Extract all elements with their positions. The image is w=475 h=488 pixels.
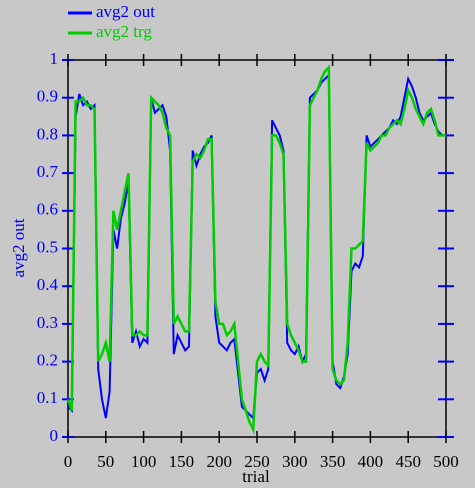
y-tick-label: 1	[50, 49, 59, 68]
y-tick-label: 0.2	[37, 351, 58, 370]
x-tick-label: 150	[169, 452, 195, 471]
x-tick-label: 300	[282, 452, 308, 471]
y-tick-label: 0.1	[37, 388, 58, 407]
y-tick-label: 0.3	[37, 313, 58, 332]
legend-label: avg2 out	[96, 2, 155, 21]
y-tick-label: 0.4	[37, 275, 59, 294]
y-tick-label: 0.9	[37, 87, 58, 106]
x-tick-label: 500	[433, 452, 459, 471]
y-axis-label: avg2 out	[9, 218, 28, 277]
x-tick-label: 100	[131, 452, 157, 471]
x-tick-label: 450	[395, 452, 421, 471]
legend-label: avg2 trg	[96, 22, 152, 41]
x-axis-label: trial	[242, 467, 270, 486]
x-tick-label: 50	[97, 452, 114, 471]
x-tick-label: 350	[320, 452, 346, 471]
series-line	[66, 64, 446, 435]
x-tick-label: 0	[64, 452, 73, 471]
x-tick-label: 400	[358, 452, 384, 471]
y-tick-label: 0.7	[37, 162, 59, 181]
x-tick-label: 250	[244, 452, 270, 471]
y-tick-label: 0.6	[37, 200, 58, 219]
y-tick-label: 0.8	[37, 124, 58, 143]
y-tick-label: 0.5	[37, 237, 58, 256]
x-tick-label: 200	[206, 452, 232, 471]
y-tick-label: 0	[50, 426, 59, 445]
